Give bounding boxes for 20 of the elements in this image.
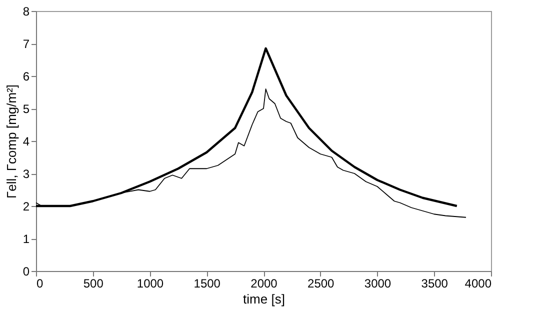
y-tick-label: 8: [22, 4, 30, 18]
y-tick-label: 6: [22, 70, 30, 84]
x-tick-label: 3000: [364, 276, 392, 290]
x-axis-title: time [s]: [243, 292, 285, 306]
x-tick-label: 3500: [421, 276, 448, 290]
x-tick-label: 2000: [250, 276, 278, 290]
y-axis-title: Γell, Γcomp [mg/m²]: [4, 84, 19, 199]
y-tick-label: 3: [22, 167, 30, 181]
y-tick-label: 5: [22, 102, 30, 116]
y-tick-label: 4: [22, 134, 30, 148]
x-tick-label: 0: [36, 276, 44, 290]
y-tick-label: 7: [22, 37, 30, 51]
x-tick-label: 1500: [194, 276, 221, 290]
y-tick-label: 0: [22, 264, 30, 278]
x-tick-label: 2500: [308, 276, 335, 290]
x-tick-label: 1000: [136, 276, 164, 290]
x-tick-label: 4000: [464, 276, 492, 290]
y-tick-label: 2: [22, 200, 30, 214]
y-tick-label: 1: [22, 232, 30, 246]
x-tick-label: 500: [83, 276, 104, 290]
